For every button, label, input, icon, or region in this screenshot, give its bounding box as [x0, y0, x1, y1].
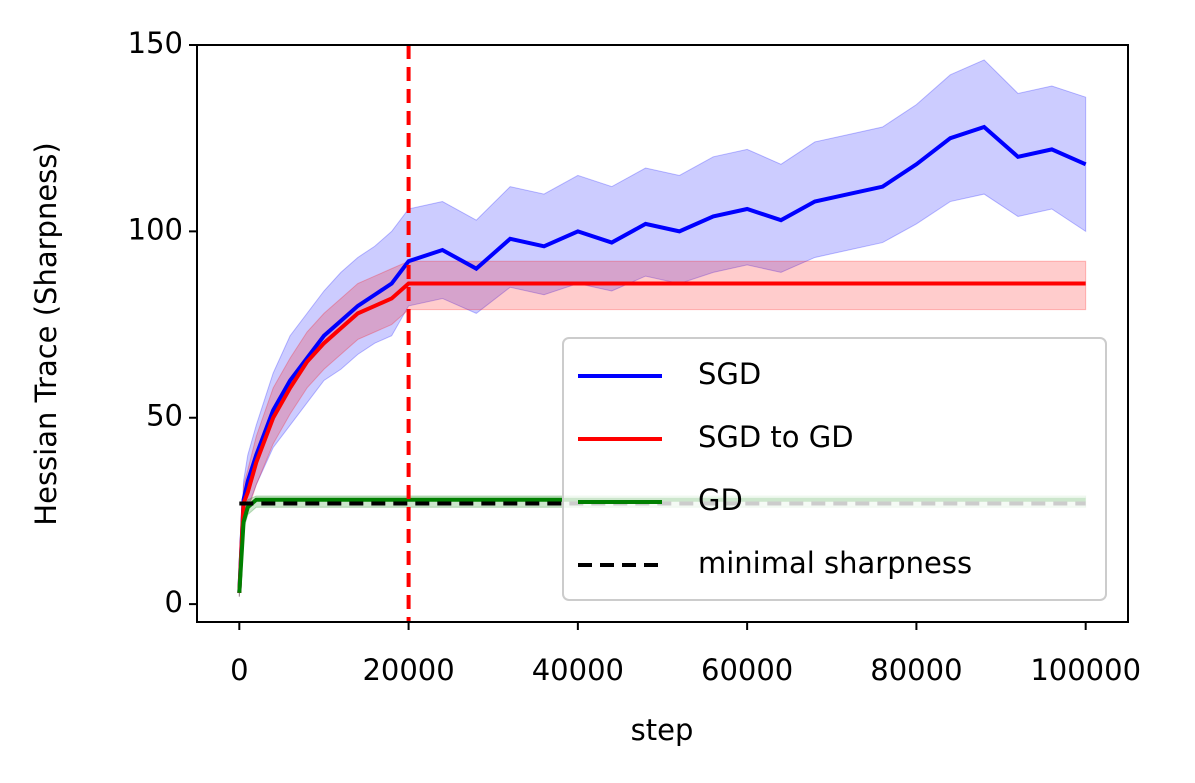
axes-frame	[196, 44, 1129, 623]
x-tick-label: 20000	[362, 653, 454, 687]
y-tick-label: 150	[128, 26, 183, 60]
x-tick-label: 100000	[1030, 653, 1141, 687]
legend-box	[562, 337, 1107, 601]
x-tick-label: 40000	[532, 653, 624, 687]
x-tick-label: 60000	[701, 653, 793, 687]
line	[237, 497, 1086, 594]
x-tick-label: 0	[230, 653, 248, 687]
x-axis-label: step	[631, 713, 694, 747]
y-tick-label: 50	[146, 399, 183, 433]
legend-label: minimal sharpness	[698, 546, 972, 580]
line	[237, 281, 1086, 594]
line	[237, 124, 1087, 594]
y-tick-label: 0	[165, 585, 183, 619]
band	[238, 260, 1087, 597]
x-tick-label: 80000	[870, 653, 962, 687]
legend-label: SGD	[698, 357, 761, 391]
band	[238, 59, 1087, 597]
y-axis-label: Hessian Trace (Sharpness)	[29, 142, 63, 525]
y-tick-label: 100	[128, 212, 183, 246]
legend-label: GD	[698, 483, 743, 517]
legend-label: SGD to GD	[698, 420, 854, 454]
